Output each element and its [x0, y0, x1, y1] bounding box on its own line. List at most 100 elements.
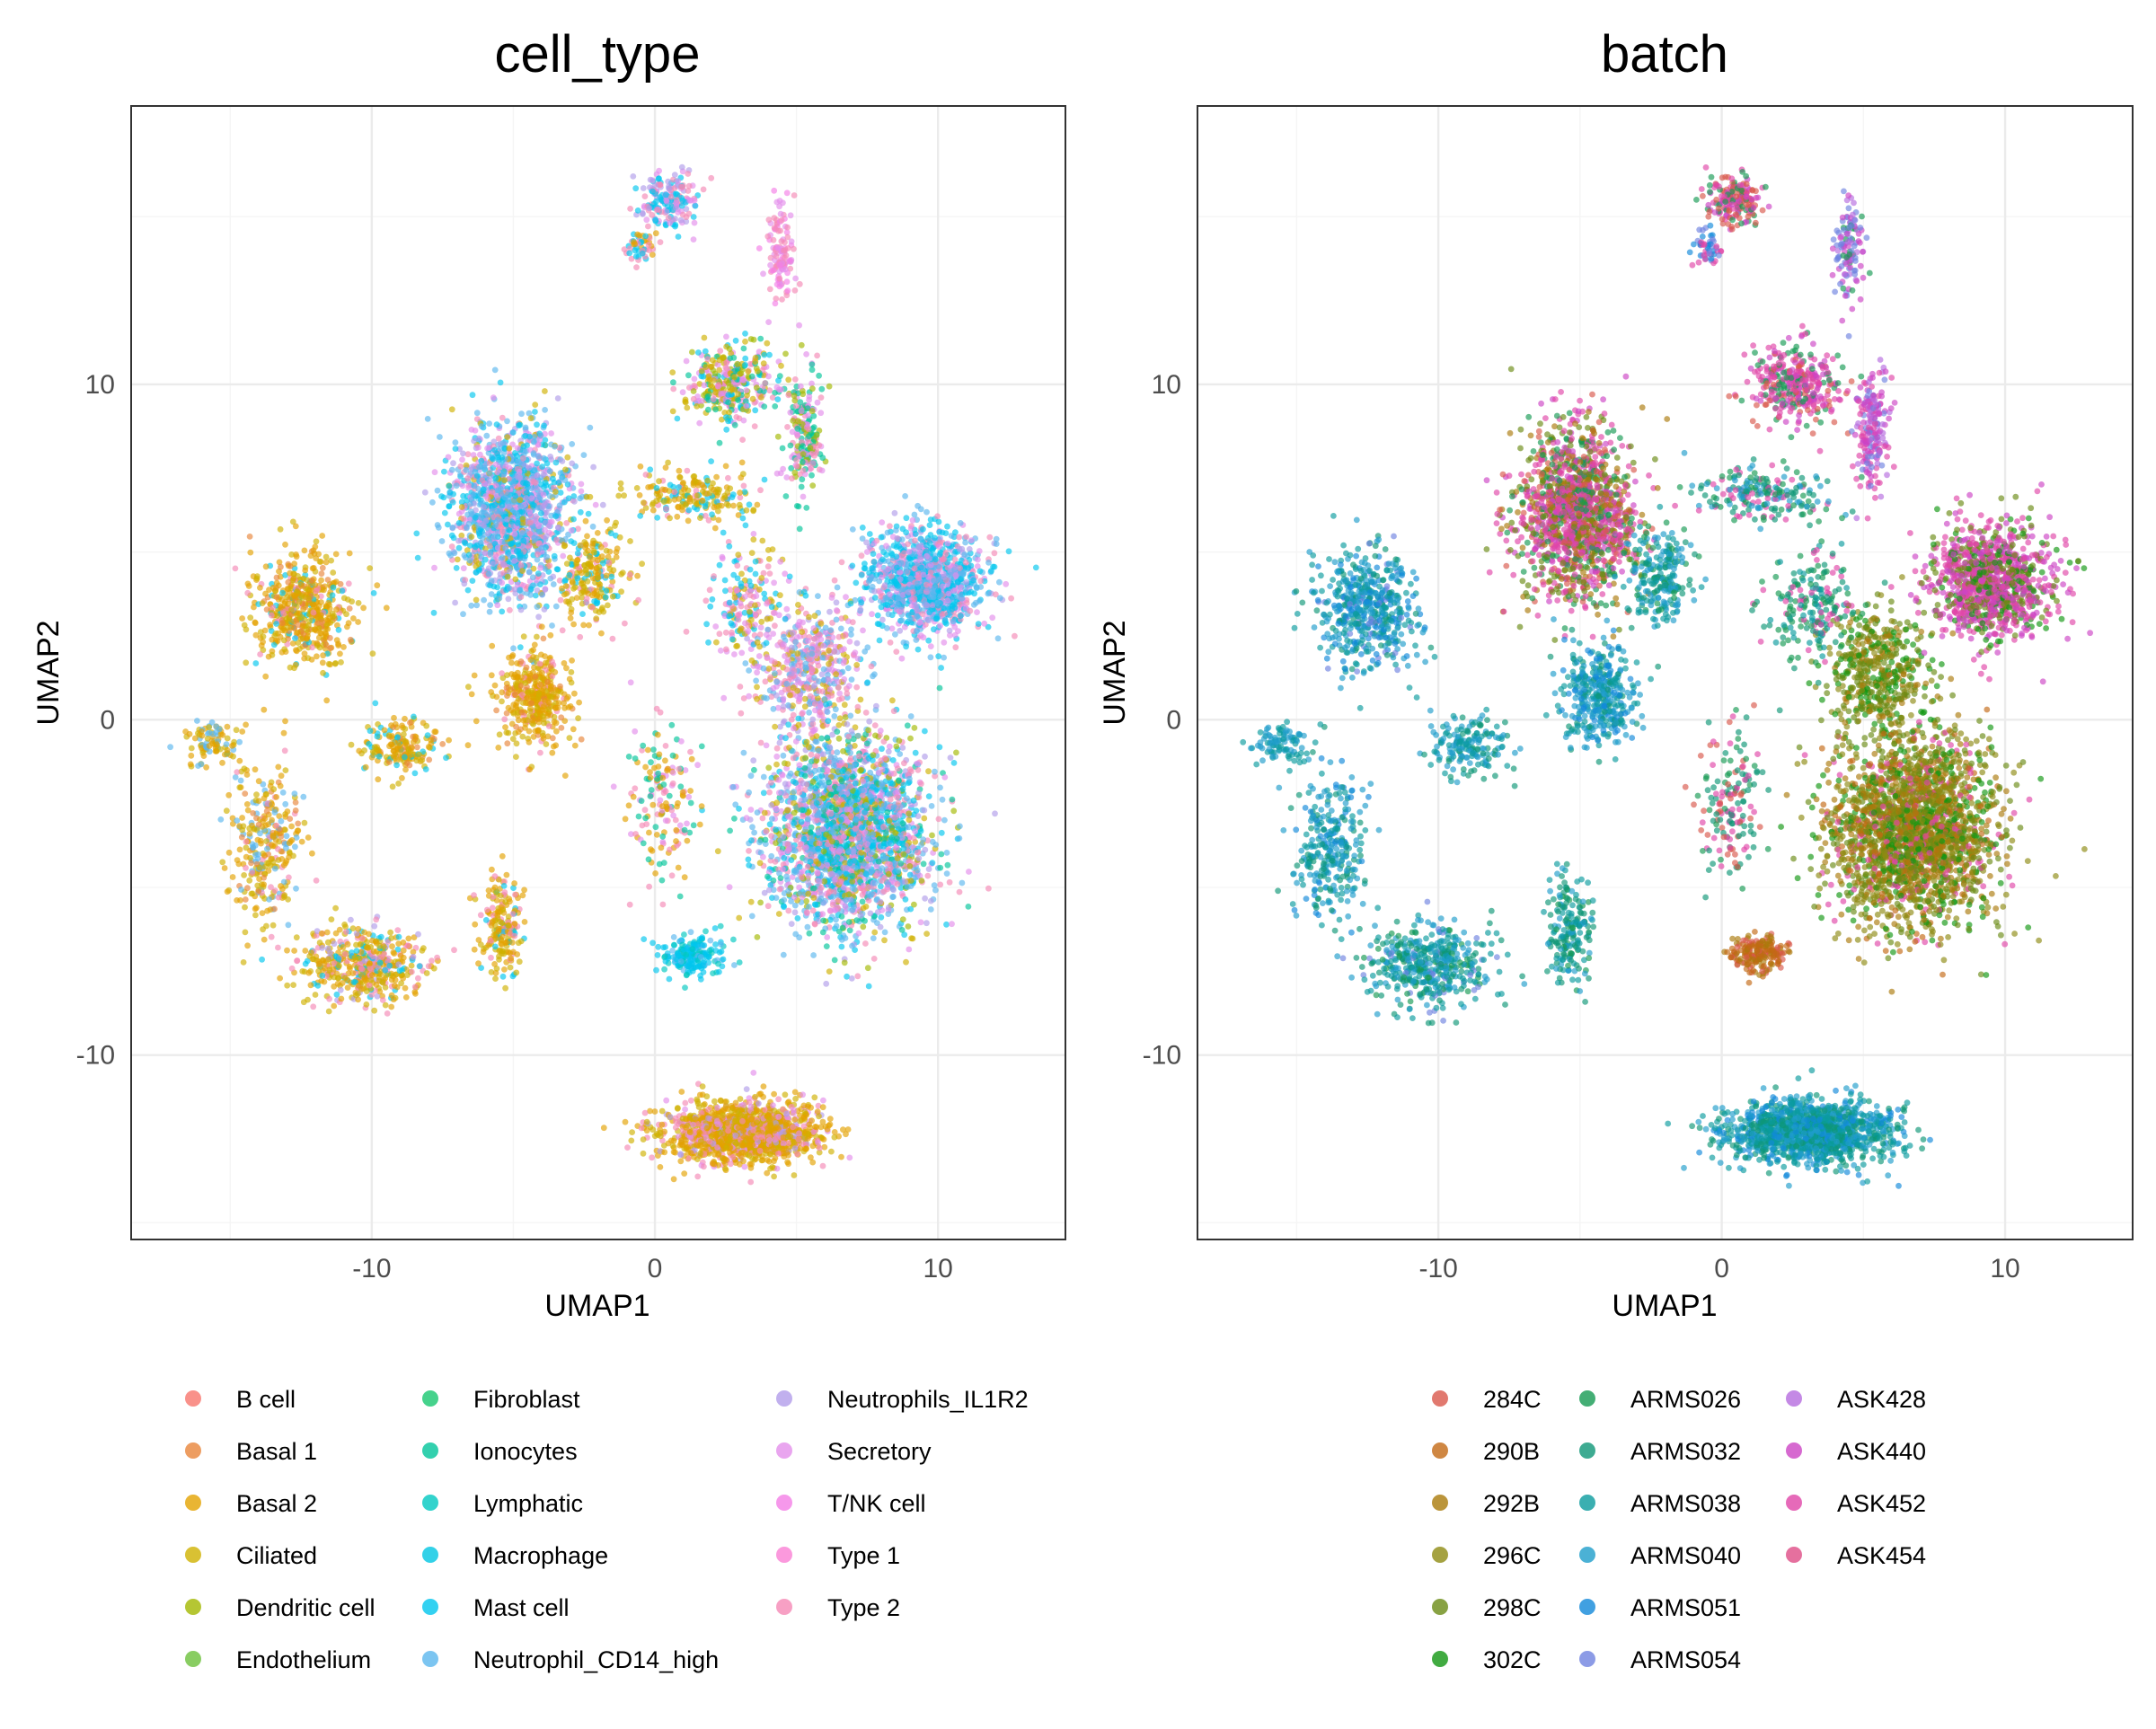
scatter-point: [330, 592, 336, 598]
scatter-point: [294, 648, 300, 655]
scatter-point: [543, 533, 550, 539]
scatter-point: [749, 374, 755, 380]
scatter-point: [589, 592, 596, 598]
scatter-point: [303, 961, 309, 967]
scatter-point: [275, 846, 281, 852]
scatter-point: [742, 331, 748, 337]
scatter-point: [493, 554, 499, 560]
scatter-point: [525, 689, 531, 695]
scatter-point: [532, 409, 538, 415]
scatter-point: [675, 209, 681, 216]
scatter-point: [213, 748, 219, 754]
scatter-point: [552, 513, 559, 519]
scatter-point: [549, 750, 555, 756]
scatter-point: [261, 881, 267, 887]
scatter-point: [390, 783, 396, 790]
scatter-point: [788, 212, 794, 218]
scatter-point: [434, 955, 440, 961]
scatter-point: [500, 974, 507, 980]
scatter-point: [512, 692, 518, 698]
scatter-point: [540, 730, 546, 737]
scatter-point: [535, 704, 541, 710]
scatter-point: [603, 595, 609, 601]
scatter-point: [273, 621, 279, 627]
scatter-point: [782, 247, 789, 253]
scatter-point: [618, 481, 624, 487]
scatter-point: [490, 919, 496, 925]
scatter-point: [293, 886, 299, 892]
scatter-point: [362, 975, 368, 981]
scatter-point: [681, 487, 687, 493]
scatter-point: [388, 935, 394, 941]
scatter-point: [282, 827, 288, 834]
scatter-point: [243, 930, 249, 936]
scatter-point: [518, 594, 525, 600]
scatter-point: [701, 382, 707, 388]
scatter-point: [471, 892, 477, 898]
scatter-point: [375, 734, 381, 740]
scatter-point: [672, 216, 678, 222]
scatter-point: [614, 549, 620, 555]
scatter-point: [612, 523, 618, 529]
scatter-point: [503, 534, 509, 541]
scatter-point: [608, 530, 614, 536]
scatter-point: [290, 982, 296, 988]
scatter-point: [772, 225, 778, 231]
scatter-point: [465, 587, 472, 594]
scatter-point: [489, 591, 495, 597]
scatter-point: [470, 578, 476, 584]
scatter-point: [723, 463, 729, 470]
scatter-point: [685, 468, 691, 474]
scatter-point: [278, 856, 285, 862]
scatter-point: [490, 560, 497, 567]
scatter-point: [588, 562, 594, 569]
scatter-point: [491, 961, 498, 967]
scatter-point: [643, 472, 649, 478]
scatter-point: [426, 757, 432, 763]
scatter-point: [373, 916, 379, 922]
scatter-point: [305, 622, 312, 629]
scatter-point: [456, 520, 463, 526]
scatter-point: [375, 776, 381, 782]
scatter-point: [730, 491, 737, 498]
scatter-point: [593, 502, 599, 508]
scatter-point: [815, 400, 821, 406]
scatter-point: [481, 504, 487, 510]
scatter-point: [504, 672, 510, 678]
scatter-point: [509, 654, 516, 660]
scatter-point: [504, 872, 510, 878]
scatter-point: [530, 654, 536, 660]
scatter-point: [252, 852, 259, 859]
scatter-point: [643, 216, 649, 223]
scatter-point: [309, 851, 315, 857]
scatter-point: [278, 604, 284, 611]
scatter-point: [311, 565, 317, 571]
scatter-point: [243, 722, 249, 728]
scatter-point: [531, 526, 537, 533]
scatter-point: [796, 322, 802, 329]
scatter-point: [500, 471, 507, 477]
scatter-point: [213, 724, 219, 730]
scatter-point: [256, 822, 262, 828]
scatter-point: [519, 568, 526, 574]
scatter-point: [293, 807, 299, 814]
scatter-point: [541, 455, 547, 462]
scatter-point: [576, 700, 582, 706]
scatter-point: [409, 745, 415, 751]
scatter-point: [262, 674, 269, 680]
scatter-point: [785, 287, 791, 294]
scatter-point: [773, 301, 779, 307]
scatter-point: [501, 477, 508, 483]
scatter-point: [279, 590, 286, 596]
scatter-point: [499, 670, 505, 676]
scatter-point: [349, 742, 355, 748]
scatter-point: [577, 634, 583, 640]
scatter-point: [505, 922, 511, 929]
scatter-point: [780, 466, 786, 472]
scatter-point: [372, 701, 378, 707]
scatter-point: [464, 512, 471, 518]
scatter-point: [498, 380, 504, 386]
scatter-point: [717, 348, 723, 354]
scatter-point: [703, 490, 710, 497]
scatter-point: [766, 216, 773, 223]
